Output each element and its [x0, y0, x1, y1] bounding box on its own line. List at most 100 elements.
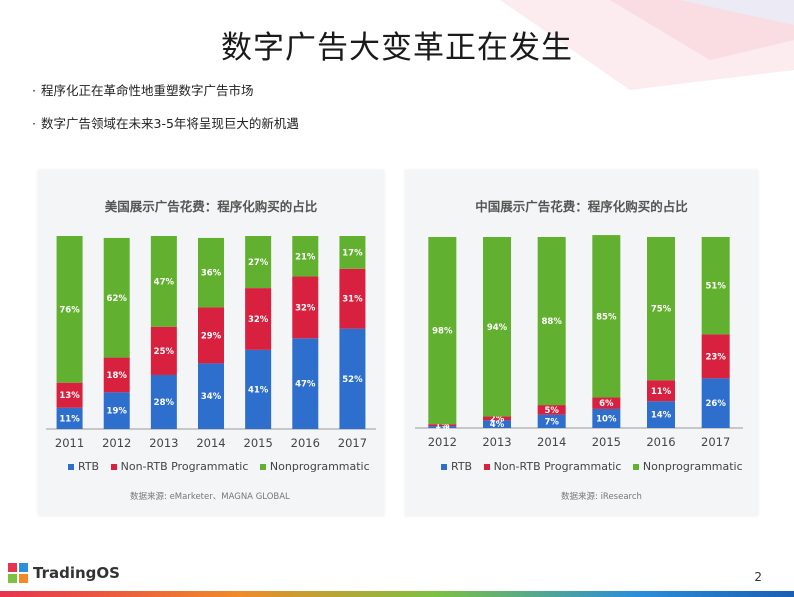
legend-item-nonprog: Nonprogrammatic	[632, 460, 743, 473]
data-label: 76%	[59, 305, 80, 315]
legend-label: Nonprogrammatic	[269, 460, 370, 473]
bar-segment-nonprogrammatic	[537, 237, 566, 406]
us-chart: 11% 13% 76% 2011 19% 18% 62% 2012 28% 25% 47% 2013 3…	[46, 236, 376, 450]
logo-icon	[8, 563, 28, 583]
bar-segment-non-rtb-programmatic	[647, 380, 675, 402]
data-label: 31%	[342, 295, 363, 305]
bar-segment-rtb	[198, 363, 224, 429]
bar-segment-nonprogrammatic	[150, 236, 177, 327]
data-label: 2%	[490, 414, 505, 424]
data-label: 85%	[596, 312, 617, 322]
data-label: 62%	[107, 294, 128, 304]
bar-segment-rtb	[483, 420, 511, 428]
data-label: 10%	[596, 414, 617, 424]
legend-label: Non-RTB Programmatic	[493, 460, 622, 473]
legend-item-nonprog: Nonprogrammatic	[259, 460, 370, 473]
data-label: 98%	[432, 327, 453, 337]
bar-segment-rtb	[292, 338, 319, 429]
data-label: 1%	[435, 423, 450, 433]
data-label: 1%	[435, 421, 450, 431]
data-label: 29%	[201, 331, 222, 341]
chart-source: 数据来源: eMarketer、MAGNA GLOBAL	[130, 492, 290, 502]
data-label: 7%	[544, 417, 559, 427]
x-tick-label: 2016	[291, 436, 320, 450]
data-label: 51%	[705, 282, 726, 292]
legend-item-non-rtb: Non-RTB Programmatic	[483, 460, 622, 473]
bar-segment-nonprogrammatic	[647, 237, 675, 381]
bullet-item: · 程序化正在革命性地重塑数字广告市场	[32, 83, 254, 98]
legend-item-non-rtb: Non-RTB Programmatic	[110, 460, 249, 473]
page-number: 2	[754, 570, 762, 584]
bar-segment-rtb	[647, 401, 675, 428]
data-label: 5%	[544, 406, 559, 416]
x-tick-label: 2012	[428, 435, 457, 449]
data-label: 27%	[248, 258, 269, 268]
bar-segment-non-rtb-programmatic	[245, 288, 272, 350]
chart-source: 数据来源: iResearch	[561, 492, 642, 502]
bullet-text: 数字广告领域在未来3-5年将呈现巨大的新机遇	[41, 116, 299, 131]
bar-segment-nonprogrammatic	[56, 236, 83, 383]
x-tick-label: 2014	[196, 436, 225, 450]
data-label: 17%	[342, 248, 363, 258]
legend-swatch	[259, 464, 266, 470]
x-tick-label: 2011	[55, 436, 84, 450]
bar-segment-non-rtb-programmatic	[56, 382, 83, 408]
data-label: 34%	[201, 392, 222, 402]
data-label: 47%	[154, 277, 175, 287]
page-title: 数字广告大变革正在发生	[221, 30, 573, 66]
data-label: 52%	[342, 375, 363, 385]
bar-segment-nonprogrammatic	[292, 236, 319, 277]
data-label: 28%	[154, 398, 175, 408]
data-label: 94%	[487, 323, 508, 333]
x-tick-label: 2014	[537, 435, 566, 449]
bar-segment-non-rtb-programmatic	[592, 397, 621, 409]
bar-segment-nonprogrammatic	[701, 237, 730, 335]
bar-segment-non-rtb-programmatic	[537, 405, 566, 415]
x-tick-label: 2015	[244, 436, 273, 450]
legend-label: Nonprogrammatic	[642, 460, 743, 473]
bar-segment-nonprogrammatic	[103, 237, 130, 358]
cn-chart: 1%1%98%20124%2%94%20137%5%88%201410%6%85…	[415, 235, 743, 449]
data-label: 11%	[59, 414, 80, 424]
legend-label: Non-RTB Programmatic	[120, 460, 249, 473]
data-label: 4%	[490, 420, 505, 430]
data-label: 13%	[59, 391, 80, 401]
x-tick-label: 2015	[592, 435, 621, 449]
legend-swatch	[483, 464, 490, 470]
data-label: 19%	[107, 407, 128, 417]
data-label: 21%	[295, 252, 316, 262]
legend-item-rtb: RTB	[68, 460, 99, 473]
legend-swatch	[441, 464, 447, 470]
bar-segment-non-rtb-programmatic	[701, 334, 730, 379]
bar-segment-nonprogrammatic	[245, 236, 272, 289]
data-label: 18%	[107, 371, 128, 381]
x-tick-label: 2017	[338, 436, 367, 450]
us-chart-panel: 美国展示广告花费：程序化购买的占比 11% 13% 76% 2011 19% 18% 62%…	[38, 170, 384, 516]
bullet-text: 程序化正在革命性地重塑数字广告市场	[41, 83, 254, 98]
legend-label: RTB	[78, 460, 100, 473]
chart-title: 中国展示广告花费：程序化购买的占比	[475, 199, 688, 214]
data-label: 75%	[651, 305, 672, 315]
bar-segment-non-rtb-programmatic	[292, 276, 319, 339]
cn-chart-panel: 中国展示广告花费：程序化购买的占比 1% 1% 98% 2012 4% 2% 94% 2013…	[405, 170, 758, 516]
bar-segment-nonprogrammatic	[339, 236, 366, 269]
bar-segment-rtb	[428, 426, 457, 428]
bar-segment-rtb	[701, 378, 730, 428]
x-tick-label: 2016	[646, 435, 675, 449]
bar-segment-non-rtb-programmatic	[428, 424, 457, 427]
logo-text: TradingOS	[33, 564, 120, 582]
bar-segment-rtb	[245, 349, 272, 429]
legend-label: RTB	[451, 460, 473, 473]
legend-swatch	[110, 464, 117, 470]
bar-segment-non-rtb-programmatic	[198, 307, 224, 364]
legend-swatch	[68, 464, 74, 470]
bar-segment-non-rtb-programmatic	[103, 357, 130, 393]
header-decoration	[500, 0, 794, 90]
bar-segment-rtb	[339, 328, 366, 429]
bar-segment-rtb	[56, 407, 83, 429]
data-label: 36%	[201, 269, 222, 279]
legend-swatch	[632, 464, 639, 470]
bar-segment-rtb	[592, 408, 621, 428]
x-tick-label: 2012	[102, 436, 131, 450]
x-tick-label: 2013	[149, 436, 178, 450]
